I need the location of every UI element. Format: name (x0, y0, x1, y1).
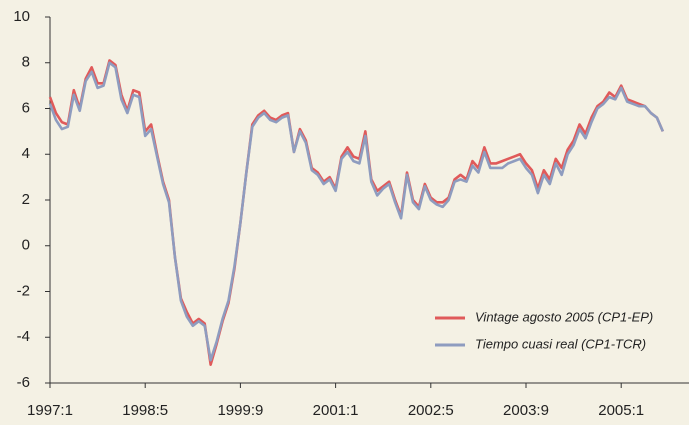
x-tick-label: 1997:1 (27, 402, 73, 419)
y-tick-label: -4 (17, 328, 30, 345)
y-tick-label: 2 (22, 191, 30, 208)
x-tick-label: 2003:9 (503, 402, 549, 419)
y-tick-label: 4 (22, 145, 30, 162)
x-tick-label: 2005:1 (598, 402, 644, 419)
x-tick-label: 1998:5 (122, 402, 168, 419)
y-tick-label: 0 (22, 237, 30, 254)
legend-label: Vintage agosto 2005 (CP1-EP) (475, 309, 653, 324)
y-tick-label: 6 (22, 99, 30, 116)
legend-label: Tiempo cuasi real (CP1-TCR) (475, 336, 646, 351)
series-line (48, 61, 665, 362)
x-tick-label: 1999:9 (217, 402, 263, 419)
y-tick-label: 8 (22, 54, 30, 71)
y-tick-label: 10 (13, 8, 30, 25)
x-tick-label: 2001:1 (313, 402, 359, 419)
x-tick-label: 2002:5 (408, 402, 454, 419)
y-tick-label: -2 (17, 282, 30, 299)
y-tick-label: -6 (17, 374, 30, 391)
